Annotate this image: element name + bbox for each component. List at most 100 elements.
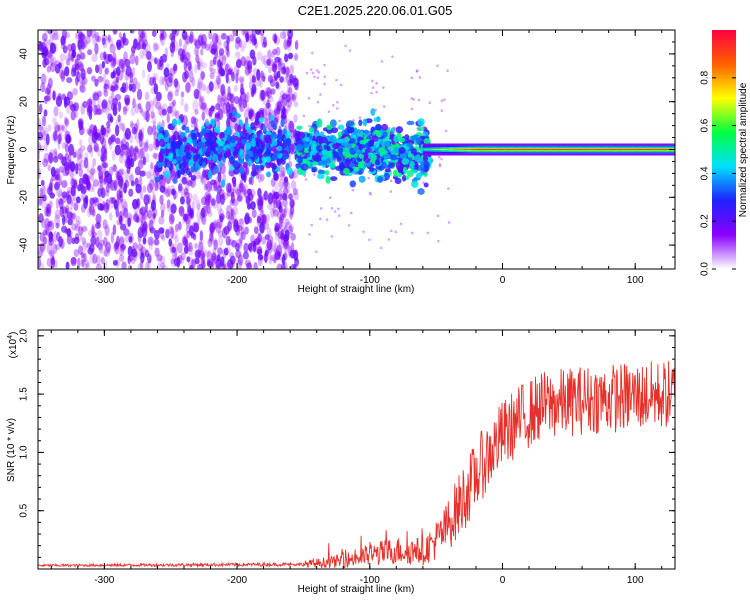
heatmap-cell [225,77,232,84]
heatmap-cell [321,149,328,154]
heatmap-cell [264,90,271,97]
heatmap-cell [440,109,444,112]
heatmap-cell [330,235,334,238]
heatmap-cell [186,256,191,263]
heatmap-cell [286,39,293,52]
heatmap-cell [304,178,308,181]
heatmap-cell [54,214,61,226]
heatmap-cell [87,105,93,114]
heatmap-cell [210,68,216,75]
heatmap-cell [154,180,159,192]
heatmap-cell [86,98,93,107]
heatmap-cell [57,93,62,101]
heatmap-cell [370,108,376,116]
heatmap-cell [266,99,270,109]
heatmap-cell [156,58,161,71]
heatmap-cell [323,82,327,86]
heatmap-cell [152,73,159,81]
heatmap-cell [170,258,175,265]
heatmap-cell [80,185,87,194]
heatmap-cell [61,125,68,133]
heatmap-cell [245,262,253,269]
heatmap-cell [263,112,270,121]
heatmap-cell [253,226,259,235]
heatmap-cell [239,105,245,112]
heatmap-cell [83,157,89,169]
heatmap-cell [229,155,236,165]
heatmap-cell [64,143,70,153]
heatmap-cell [278,178,284,190]
heatmap-cell [144,91,150,101]
heatmap-cell [310,51,314,55]
heatmap-cell [47,164,52,172]
heatmap-cell [128,145,134,158]
heatmap-cell [423,160,430,169]
heatmap-cell [120,36,125,49]
heatmap-cell [272,63,278,71]
heatmap-cell [212,154,219,162]
heatmap-cell [114,243,119,255]
heatmap-cell [39,187,43,198]
heatmap-cell [53,231,57,243]
heatmap-cell [42,229,48,236]
heatmap-cell [153,83,159,95]
heatmap-cell [260,209,265,218]
heatmap-cell [87,49,93,56]
heatmap-cell [375,81,378,85]
heatmap-cell [61,180,68,188]
heatmap-cell [307,96,311,100]
heatmap-cell [233,64,240,77]
heatmap-cell [239,179,244,189]
heatmap-cell [155,96,161,104]
heatmap-cell [231,71,235,82]
heatmap-cell [248,110,253,120]
heatmap-cell [247,158,253,167]
heatmap-cell [260,165,265,172]
heatmap-cell [88,135,95,147]
heatmap-cell [59,53,66,61]
snr-multiplier-label: (x104) [7,332,19,359]
heatmap-cell [38,197,43,207]
heatmap-cell [135,81,141,90]
heatmap-cell [209,223,214,234]
heatmap-cell [129,120,134,128]
heatmap-cell [173,189,177,201]
heatmap-cell [279,76,284,83]
heatmap-cell [141,42,147,50]
heatmap-cell [134,166,141,176]
heatmap-cell [423,155,428,163]
heatmap-cell [73,202,79,211]
heatmap-cell [196,81,203,90]
heatmap-cell [242,183,249,196]
heatmap-cell [281,128,288,135]
heatmap-cell [233,85,238,92]
heatmap-cell [86,30,93,38]
heatmap-cell [411,180,419,189]
heatmap-cell [215,75,221,85]
heatmap-cell [207,193,212,201]
heatmap-cell [223,68,230,78]
heatmap-cell [308,233,311,236]
heatmap-cell [66,234,73,245]
heatmap-cell [146,183,153,194]
heatmap-cell [187,246,194,256]
heatmap-cell [266,171,271,178]
heatmap-cell [324,170,330,176]
heatmap-cell [78,125,85,136]
heatmap-cell [237,194,243,202]
heatmap-cell [80,68,86,81]
heatmap-cell [285,66,291,78]
heatmap-cell [48,200,53,209]
heatmap-cell [358,175,366,183]
heatmap-cell [337,214,341,217]
heatmap-cell [228,261,235,269]
heatmap-cell [112,104,118,117]
heatmap-cell [148,179,155,190]
heatmap-cell [195,199,201,211]
heatmap-cell [276,211,282,219]
heatmap-cell [204,183,208,191]
heatmap-cell [293,192,300,201]
heatmap-cell [112,56,117,66]
heatmap-cell [171,246,176,253]
heatmap-cell [261,156,266,162]
